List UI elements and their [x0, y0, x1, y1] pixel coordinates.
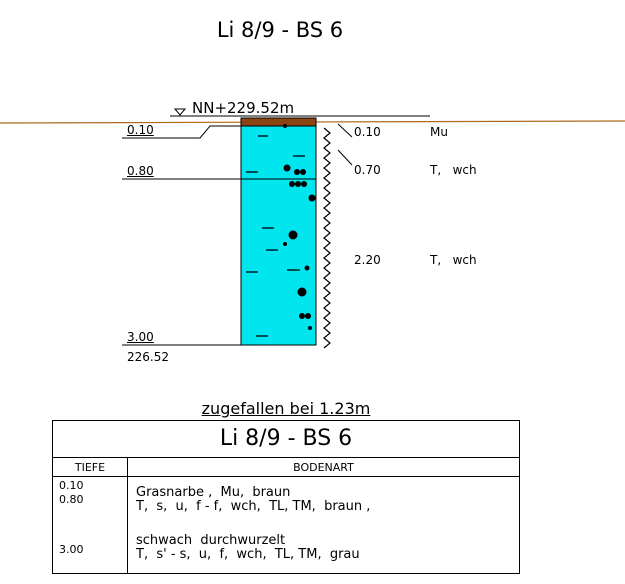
layer-depth-3: 2.20: [354, 253, 381, 267]
bottom-elevation: 226.52: [127, 350, 169, 364]
collapse-note: zugefallen bei 1.23m: [201, 399, 371, 418]
soil-row-2: schwach durchwurzelt T, s' - s, u, f, wc…: [128, 529, 519, 573]
column-header-depth: TIEFE: [52, 457, 128, 477]
soil-description: T, s' - s, u, f, wch, TL, TM, grau: [136, 547, 360, 562]
depth-label-0.10: 0.10: [127, 123, 154, 137]
soil-cell: Grasnarbe , Mu, braun T, s, u, f - f, wc…: [127, 476, 520, 574]
layer-code-2: T, wch: [430, 163, 477, 177]
page-title: Li 8/9 - BS 6: [216, 18, 344, 42]
layer-depth-2: 0.70: [354, 163, 381, 177]
legend-table: Li 8/9 - BS 6 TIEFE BODENART 0.10 0.80 3…: [52, 420, 520, 574]
consistency-wavy-line: [323, 127, 331, 349]
layer-clay: [240, 125, 317, 346]
layer-pointer-mu: [337, 123, 353, 138]
depth-label-3.00: 3.00: [127, 330, 154, 344]
layer-topsoil: [240, 117, 317, 127]
layer-pointer-t: [337, 149, 353, 166]
surface-marker-icon: [173, 108, 187, 116]
soil-row-1: Grasnarbe , Mu, braun T, s, u, f - f, wc…: [128, 477, 519, 529]
depth-label-0.80: 0.80: [127, 164, 154, 178]
surface-elevation-label: NN+229.52m: [192, 99, 295, 117]
soil-description: Grasnarbe , Mu, braun: [136, 485, 291, 500]
depth-row-2: 3.00: [53, 529, 127, 573]
borehole-diagram: [0, 108, 625, 349]
layer-code-1: Mu: [430, 125, 448, 139]
stone-markers: [283, 124, 316, 330]
soil-description: T, s, u, f - f, wch, TL, TM, braun ,: [136, 499, 371, 514]
column-header-soil: BODENART: [127, 457, 520, 477]
layer-code-3: T, wch: [430, 253, 477, 267]
soil-description: schwach durchwurzelt: [136, 533, 286, 548]
layer-depth-1: 0.10: [354, 125, 381, 139]
depth-row-1: 0.10 0.80: [53, 477, 127, 529]
depth-line-0.10: [122, 125, 241, 139]
depth-value: 0.80: [59, 493, 84, 506]
legend-title: Li 8/9 - BS 6: [52, 420, 520, 458]
depth-value: 0.10: [59, 479, 84, 492]
depth-cell: 0.10 0.80 3.00: [52, 476, 128, 574]
depth-value: 3.00: [59, 543, 84, 556]
clay-dashes: [246, 135, 305, 337]
